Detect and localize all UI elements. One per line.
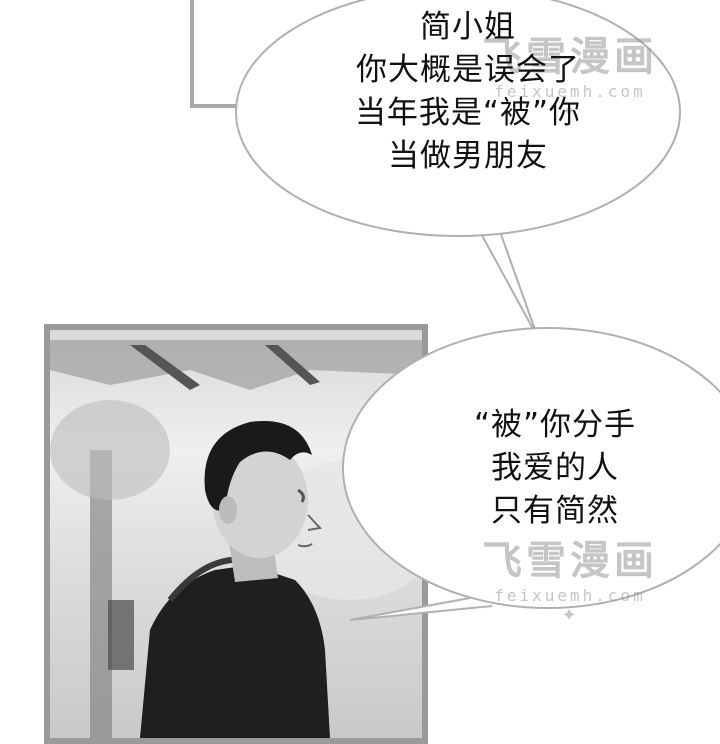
speech-bubble-1-shape (235, 0, 681, 237)
watermark-ornament-icon: ✦ (561, 605, 579, 626)
speech-bubbles-layer (235, 0, 720, 621)
watermark-logo-text: 飞雪漫画 (482, 34, 658, 80)
man-illustration (50, 340, 422, 738)
watermark-top: 飞雪漫画 feixuemh.com ✦ (450, 24, 690, 122)
bubble-1-line: 简小姐 (420, 9, 516, 45)
watermark-url: feixuemh.com (494, 586, 646, 605)
bubble-1-line: 当做男朋友 (388, 138, 548, 174)
watermark-logo-text: 飞雪漫画 (482, 538, 658, 584)
speech-bubble-2: “被”你分手 我爱的人 只有简然 (420, 404, 690, 533)
watermark-url: feixuemh.com (494, 82, 646, 101)
watermark-bottom: 飞雪漫画 feixuemh.com ✦ (450, 528, 690, 626)
photo-panel (44, 324, 428, 744)
bubble-2-line: “被”你分手 (473, 407, 637, 443)
speech-bubble-2-shape (342, 327, 720, 609)
watermark-ornament-icon: ✦ (561, 101, 579, 122)
speech-bubble-2-tail (349, 597, 493, 621)
bubble-1-line: 你大概是误会了 (356, 52, 580, 88)
bubble-2-line: 我爱的人 (491, 450, 619, 486)
speech-bubble-1: 简小姐 你大概是误会了 当年我是“被”你 当做男朋友 (308, 6, 628, 178)
bubble-2-line: 只有简然 (491, 493, 619, 529)
bubble-1-line: 当年我是“被”你 (354, 95, 582, 131)
speech-bubble-1-tail (477, 225, 539, 339)
